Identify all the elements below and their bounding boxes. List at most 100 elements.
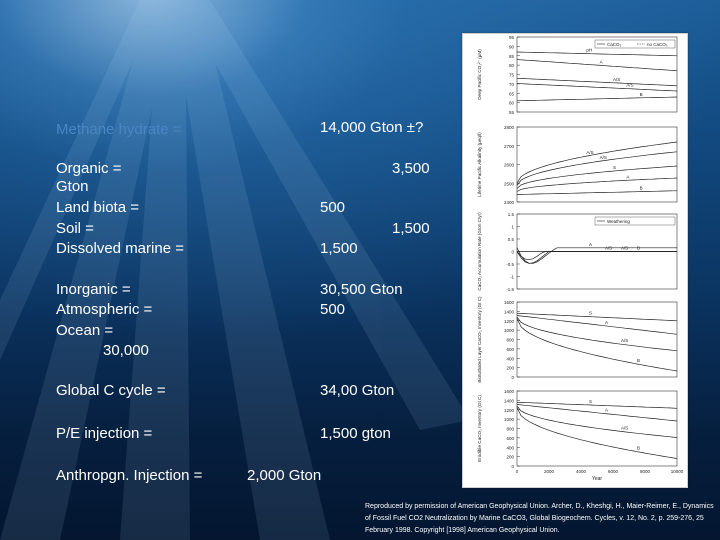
ocean-label: Ocean = xyxy=(56,322,114,339)
curve-label: S xyxy=(613,165,616,170)
y-tick-label: 1400 xyxy=(504,309,515,314)
data-curve xyxy=(516,59,678,72)
curve-label: A/S xyxy=(626,83,633,88)
y-tick-label: 1000 xyxy=(504,328,515,333)
legend-entry: no CaCO₃ xyxy=(647,42,668,47)
curve-label: pH xyxy=(586,48,592,53)
y-tick-label: 60 xyxy=(509,101,515,106)
curve-label: B xyxy=(637,246,640,251)
y-tick-label: 1.5 xyxy=(508,212,515,217)
y-tick-label: 600 xyxy=(506,436,514,441)
pe-injection-label: P/E injection = xyxy=(56,425,153,442)
curve-label: A/S xyxy=(621,338,628,343)
global-cycle-label: Global C cycle = xyxy=(56,382,166,399)
data-curve xyxy=(516,401,678,409)
data-curve xyxy=(516,141,678,184)
y-tick-label: 1 xyxy=(511,225,514,230)
y-tick-label: 1600 xyxy=(504,300,515,305)
dissolved-marine-value: 1,500 xyxy=(320,240,358,257)
methane-hydrate-label: Methane hydrate = xyxy=(56,121,182,138)
y-tick-label: 0 xyxy=(511,375,514,380)
curve-label: A/S xyxy=(586,150,593,155)
y-tick-label: 1400 xyxy=(504,398,515,403)
y-tick-label: 2800 xyxy=(504,125,515,130)
soil-label: Soil = xyxy=(56,220,94,237)
data-curve xyxy=(516,190,677,195)
curve-label: A xyxy=(626,174,629,179)
y-tick-label: 2600 xyxy=(504,163,515,168)
data-curve xyxy=(516,405,678,438)
curve-label: A xyxy=(589,242,592,247)
legend-entry: Weathering xyxy=(607,219,630,224)
data-curve xyxy=(516,51,678,57)
curve-label: A/S xyxy=(613,77,620,82)
dissolved-marine-label: Dissolved marine = xyxy=(56,240,184,257)
y-axis-label: Lifetime Pacific Alkalinity (μeq/l) xyxy=(477,132,482,197)
data-curve xyxy=(516,315,678,335)
y-tick-label: 1200 xyxy=(504,408,515,413)
y-tick-label: 2500 xyxy=(504,181,515,186)
y-tick-label: -1 xyxy=(510,275,514,280)
data-curve xyxy=(516,312,678,322)
data-curve xyxy=(516,318,678,372)
data-curve xyxy=(516,83,678,92)
y-tick-label: 0 xyxy=(511,464,514,469)
data-curve xyxy=(516,151,678,186)
y-tick-label: 600 xyxy=(506,347,514,352)
y-tick-label: 55 xyxy=(509,110,515,115)
inorganic-value: 30,500 Gton xyxy=(320,281,403,298)
multi-panel-figure: 95 90 85 80 75 70 65 60 55 Deep Pacific CO₃²⁻ (μM… xyxy=(477,35,684,482)
data-curve xyxy=(516,177,678,192)
data-curve xyxy=(516,165,678,189)
y-axis-label: Bioturbated Layer CaCO₃ Inventory (Gt C) xyxy=(477,296,482,383)
x-tick-label: 6000 xyxy=(608,469,619,474)
atmospheric-value: 500 xyxy=(320,301,346,318)
x-tick-label: 0 xyxy=(516,469,519,474)
data-curve xyxy=(516,251,677,261)
organic-value: 3,500 xyxy=(392,160,430,177)
y-tick-label: 400 xyxy=(506,445,514,450)
y-tick-label: 200 xyxy=(506,366,514,371)
y-axis-label: CaCO₃ Accumulation Rate (Gton C/yr) xyxy=(477,212,482,291)
curve-label: B xyxy=(637,446,640,451)
soil-value: 1,500 xyxy=(392,220,430,237)
curve-label: A xyxy=(600,59,603,64)
curve-label: B xyxy=(637,358,640,363)
data-curve xyxy=(516,77,678,87)
x-tick-label: 2000 xyxy=(544,469,555,474)
inorganic-label: Inorganic = xyxy=(56,281,131,298)
figure-panel: 95 90 85 80 75 70 65 60 55 Deep Pacific CO₃²⁻ (μM… xyxy=(462,33,688,488)
y-axis-label: Deep Pacific CO₃²⁻ (μM) xyxy=(477,49,482,100)
y-tick-label: 2400 xyxy=(504,200,515,205)
y-tick-label: 80 xyxy=(509,63,515,68)
x-tick-label: 8000 xyxy=(640,469,651,474)
land-biota-label: Land biota = xyxy=(56,199,139,216)
data-curve xyxy=(516,404,678,422)
atmospheric-label: Atmospheric = xyxy=(56,301,153,318)
y-tick-label: 75 xyxy=(509,73,515,78)
data-curve xyxy=(516,96,678,102)
y-tick-label: 800 xyxy=(506,338,514,343)
curve-label: A/S xyxy=(600,155,607,160)
x-axis-label: Year xyxy=(592,476,602,482)
anthropogenic-injection-value: 2,000 Gton xyxy=(247,467,322,484)
data-curve xyxy=(516,247,677,264)
y-tick-label: 0.5 xyxy=(508,237,515,242)
legend-box xyxy=(594,39,676,49)
y-tick-label: 85 xyxy=(509,54,515,59)
anthropogenic-injection-label: Anthropgn. Injection = xyxy=(56,467,203,484)
plot-frame-2 xyxy=(516,126,678,203)
plot-frame-4 xyxy=(516,301,678,378)
x-tick-label: 4000 xyxy=(576,469,587,474)
curve-label: A/S xyxy=(605,246,612,251)
legend-entry: CaCO₃ xyxy=(607,42,622,47)
curve-label: B xyxy=(640,186,643,191)
y-tick-label: 65 xyxy=(509,91,515,96)
y-tick-label: 1000 xyxy=(504,417,515,422)
organic-label: Organic = xyxy=(56,160,122,177)
curve-label: A/S xyxy=(621,425,628,430)
y-tick-label: 90 xyxy=(509,44,515,49)
curve-label: A xyxy=(605,408,608,413)
y-tick-label: 800 xyxy=(506,427,514,432)
curve-label: S xyxy=(589,399,592,404)
